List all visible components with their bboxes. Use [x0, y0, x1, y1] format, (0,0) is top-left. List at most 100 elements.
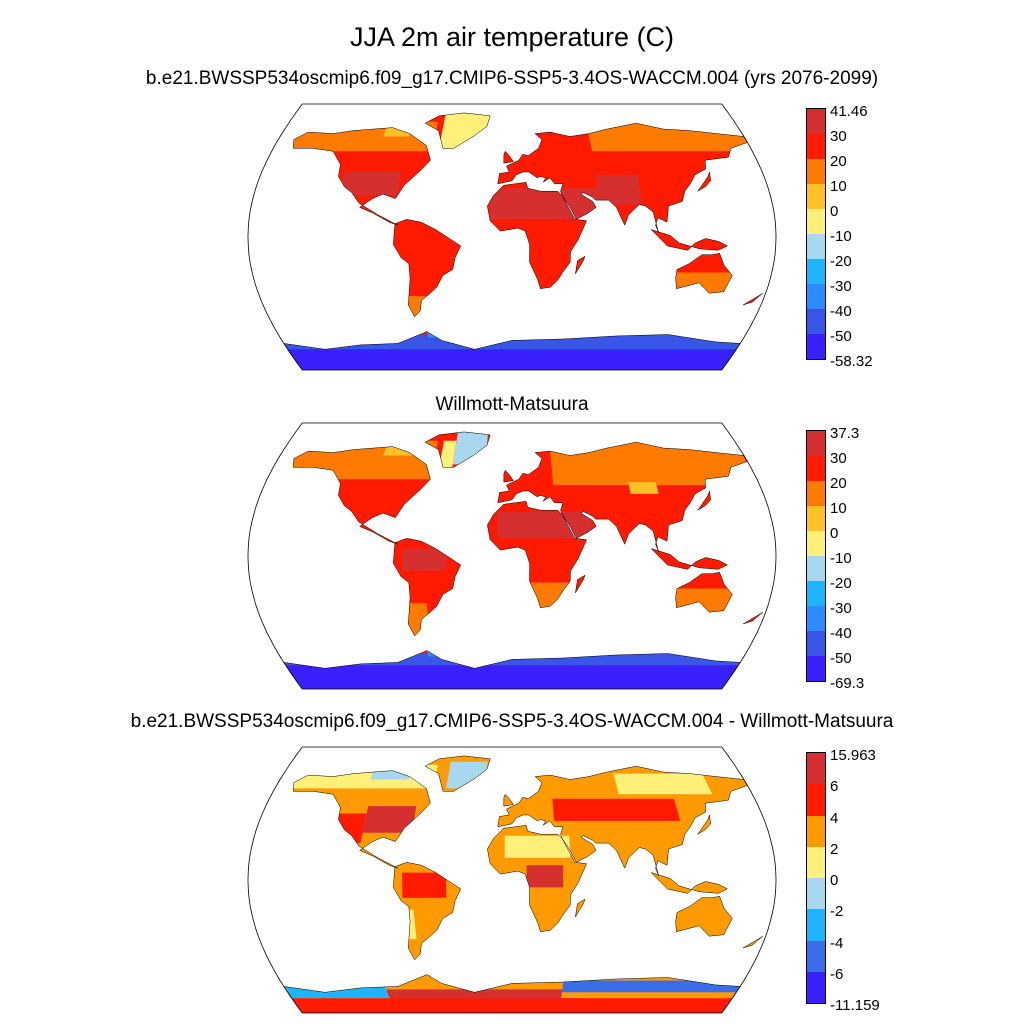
colorbar-tick-label: 15.963: [830, 747, 876, 764]
coastline-australia: [675, 253, 733, 294]
panel-3-colorbar: [806, 752, 826, 1004]
coastline-australia: [675, 572, 733, 613]
colorbar-swatch: [807, 456, 825, 481]
colorbar-swatch: [807, 556, 825, 581]
panel-2-title: Willmott-Matsuura: [435, 394, 589, 415]
coastline-northAmerica: [292, 446, 431, 545]
coastline-nz: [742, 611, 763, 625]
colorbar-swatch: [807, 753, 825, 785]
colorbar-swatch: [807, 481, 825, 506]
coastline-japan: [697, 490, 711, 511]
colorbar-swatch: [807, 209, 825, 234]
colorbar-tick-label: 0: [830, 203, 839, 220]
colorbar-swatch: [807, 971, 825, 1003]
field-region: [595, 174, 643, 205]
coastline-uk: [503, 793, 514, 807]
colorbar-tick-label: -40: [830, 303, 852, 320]
field-region: [362, 806, 417, 833]
field-region: [439, 440, 457, 468]
colorbar-swatch: [807, 878, 825, 910]
colorbar-tick-label: -40: [830, 625, 852, 642]
field-region: [552, 798, 681, 821]
field-region: [613, 773, 713, 795]
coastline-africa: [487, 182, 587, 289]
field-region: [497, 511, 593, 539]
coastline-uk: [503, 150, 514, 164]
colorbar-tick-label: 20: [830, 475, 847, 492]
colorbar-tick-label: -10: [830, 228, 852, 245]
field-region: [526, 865, 564, 888]
colorbar-swatch: [807, 284, 825, 309]
colorbar-tick-label: -2: [830, 903, 844, 921]
colorbar-swatch: [807, 134, 825, 159]
coastline-europeAsia: [497, 122, 748, 233]
colorbar-tick-label: -4: [830, 934, 844, 952]
coastline-indonesia: [651, 872, 728, 894]
coastline-greenland: [424, 755, 491, 792]
panel-3-map: [247, 746, 777, 1014]
field-region: [285, 665, 739, 689]
coastline-uk: [503, 469, 514, 483]
coastline-madagascar: [575, 898, 586, 918]
colorbar-tick-label: 2: [830, 840, 839, 858]
coastline-northAmerica: [292, 770, 431, 869]
colorbar-swatch: [807, 334, 825, 359]
colorbar-tick-label: 20: [830, 153, 847, 170]
colorbar-tick-label: 6: [830, 778, 839, 796]
colorbar-swatch: [807, 506, 825, 531]
colorbar-tick-label: 30: [830, 128, 847, 145]
field-region: [287, 349, 737, 370]
colorbar-tick-label: 37.3: [830, 425, 860, 442]
field-region: [504, 835, 571, 858]
colorbar-swatch: [807, 309, 825, 334]
colorbar-tick-label: -69.3: [830, 675, 865, 692]
colorbar-swatch: [807, 784, 825, 816]
colorbar-swatch: [807, 159, 825, 184]
colorbar-swatch: [807, 631, 825, 656]
colorbar-tick-label: -30: [830, 278, 852, 295]
colorbar-swatch: [807, 606, 825, 631]
panel-3-title: b.e21.BWSSP534oscmip6.f09_g17.CMIP6-SSP5…: [130, 711, 894, 732]
colorbar-swatch: [807, 656, 825, 681]
colorbar-tick-label: -50: [830, 328, 852, 345]
colorbar-swatch: [807, 259, 825, 284]
colorbar-swatch: [807, 109, 825, 134]
colorbar-tick-label: 0: [830, 525, 839, 542]
coastline-greenland: [424, 431, 491, 468]
colorbar-swatch: [807, 531, 825, 556]
colorbar-tick-label: 30: [830, 450, 847, 467]
field-region: [561, 980, 744, 993]
colorbar-tick-label: 0: [830, 872, 839, 889]
map-boundary: [247, 103, 777, 371]
panel-2-map: [247, 422, 777, 690]
colorbar-tick-label: -11.159: [830, 997, 880, 1014]
coastline-europeAsia: [497, 765, 748, 876]
colorbar-swatch: [807, 184, 825, 209]
map-boundary: [247, 422, 777, 690]
colorbar-tick-label: -20: [830, 575, 852, 592]
coastline-madagascar: [575, 574, 586, 594]
colorbar-tick-label: -58.32: [830, 353, 873, 370]
panel-1-map: [247, 103, 777, 371]
coastline-southAmerica: [393, 862, 462, 961]
colorbar-tick-label: -10: [830, 550, 852, 567]
colorbar-tick-label: 41.46: [830, 103, 868, 120]
panel-1-title: b.e21.BWSSP534oscmip6.f09_g17.CMIP6-SSP5…: [145, 68, 879, 89]
coastline-japan: [697, 814, 711, 835]
coastline-australia: [675, 896, 733, 937]
colorbar-swatch: [807, 940, 825, 972]
colorbar-tick-label: 4: [830, 809, 839, 827]
coastline-nz: [742, 935, 763, 949]
coastline-nz: [742, 292, 763, 306]
colorbar-tick-label: 10: [830, 178, 847, 195]
field-region: [402, 548, 447, 571]
coastline-japan: [697, 171, 711, 192]
coastline-europeAsia: [497, 441, 748, 552]
colorbar-tick-label: -20: [830, 253, 852, 270]
coastline-africa: [487, 501, 587, 608]
coastline-madagascar: [575, 255, 586, 275]
map-boundary: [247, 746, 777, 1014]
colorbar-swatch: [807, 581, 825, 606]
coastline-indonesia: [651, 548, 728, 570]
colorbar-tick-label: -6: [830, 965, 844, 983]
